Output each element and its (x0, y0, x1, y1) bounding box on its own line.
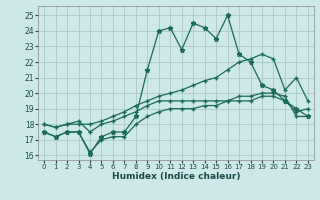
X-axis label: Humidex (Indice chaleur): Humidex (Indice chaleur) (112, 172, 240, 181)
